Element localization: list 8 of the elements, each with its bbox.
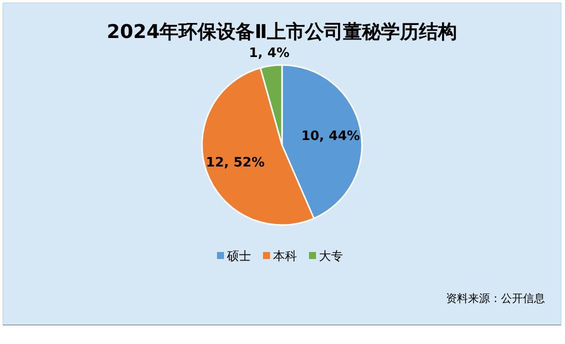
legend-label: 本科 <box>273 249 297 263</box>
data-label: 1, 4% <box>248 46 290 61</box>
data-label: 10, 44% <box>301 128 360 144</box>
data-label: 12, 52% <box>206 156 265 171</box>
chart-title: 2024年环保设备Ⅱ上市公司董秘学历结构 <box>106 21 458 43</box>
legend-label: 大专 <box>319 249 343 263</box>
legend-label: 硕士 <box>226 249 251 263</box>
text: 资料来源：公开信息 <box>446 292 545 305</box>
